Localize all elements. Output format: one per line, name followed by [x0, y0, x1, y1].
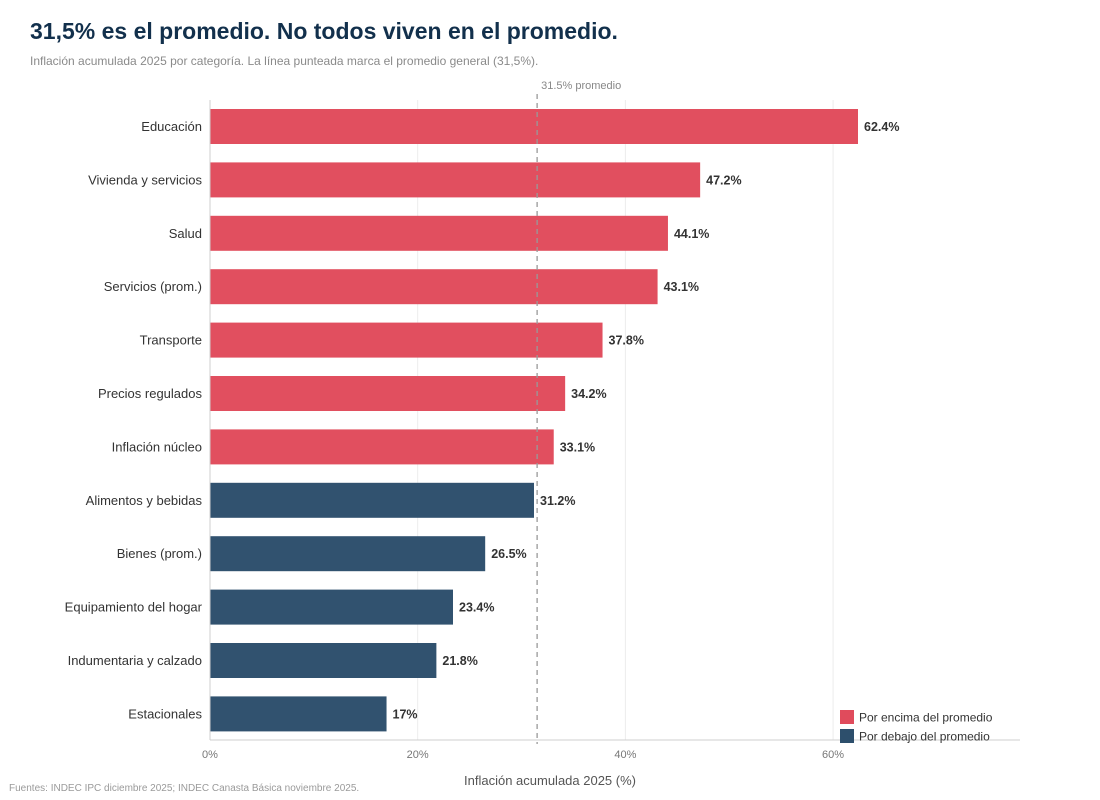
labels-layer: Educación 62.4% Vivienda y servicios 47.2% S…: [65, 119, 900, 721]
category-label: Transporte: [140, 333, 202, 348]
value-label: 43.1%: [664, 280, 699, 294]
value-label: 17%: [393, 707, 418, 721]
chart-title: 31,5% es el promedio. No todos viven en …: [30, 18, 618, 44]
bar: [210, 429, 554, 465]
value-label: 37.8%: [609, 334, 644, 348]
bar: [210, 643, 437, 678]
bar: [210, 536, 486, 572]
x-tick-label: 0%: [202, 749, 218, 761]
bar: [210, 589, 453, 625]
bar: [210, 269, 658, 305]
bar: [210, 696, 387, 732]
reference-line-layer: 31.5% promedio: [536, 80, 621, 744]
bar: [210, 376, 566, 411]
value-label: 62.4%: [864, 120, 899, 134]
value-label: 26.5%: [491, 547, 526, 561]
category-label: Educación: [141, 119, 202, 134]
legend-swatch: [840, 710, 854, 724]
category-label: Vivienda y servicios: [88, 172, 202, 187]
category-label: Alimentos y bebidas: [86, 493, 203, 508]
bars-layer: [210, 109, 858, 732]
legend: Por encima del promedio Por debajo del pr…: [840, 710, 993, 744]
axis-layer: 0% 20% 40% 60% Inflación acumulada 2025 (%): [202, 100, 1020, 788]
legend-label: Por debajo del promedio: [859, 730, 990, 744]
category-label: Inflación núcleo: [112, 439, 202, 454]
value-label: 21.8%: [442, 654, 477, 668]
category-label: Servicios (prom.): [104, 279, 202, 294]
source-footnote: Fuentes: INDEC IPC diciembre 2025; INDEC…: [9, 783, 360, 794]
category-label: Indumentaria y calzado: [68, 653, 202, 668]
category-label: Precios regulados: [98, 386, 203, 401]
category-label: Bienes (prom.): [117, 546, 202, 561]
bar: [210, 322, 603, 358]
average-reference-label: 31.5% promedio: [541, 80, 621, 92]
value-label: 33.1%: [560, 440, 595, 454]
bar: [210, 109, 858, 144]
bar: [210, 162, 701, 198]
chart-subtitle: Inflación acumulada 2025 por categoría. …: [30, 54, 539, 68]
category-label: Equipamiento del hogar: [65, 600, 203, 615]
value-label: 31.2%: [540, 494, 575, 508]
category-label: Salud: [169, 226, 202, 241]
bar: [210, 215, 668, 251]
bar: [210, 482, 534, 518]
category-label: Estacionales: [128, 706, 202, 721]
x-tick-label: 40%: [614, 749, 636, 761]
grid-layer: [417, 100, 834, 740]
value-label: 47.2%: [706, 173, 741, 187]
value-label: 34.2%: [571, 387, 606, 401]
value-label: 23.4%: [459, 601, 494, 615]
legend-label: Por encima del promedio: [859, 711, 993, 725]
value-label: 44.1%: [674, 227, 709, 241]
legend-swatch: [840, 729, 854, 743]
x-axis-title: Inflación acumulada 2025 (%): [464, 773, 636, 788]
x-tick-label: 60%: [822, 749, 844, 761]
x-tick-label: 20%: [407, 749, 429, 761]
